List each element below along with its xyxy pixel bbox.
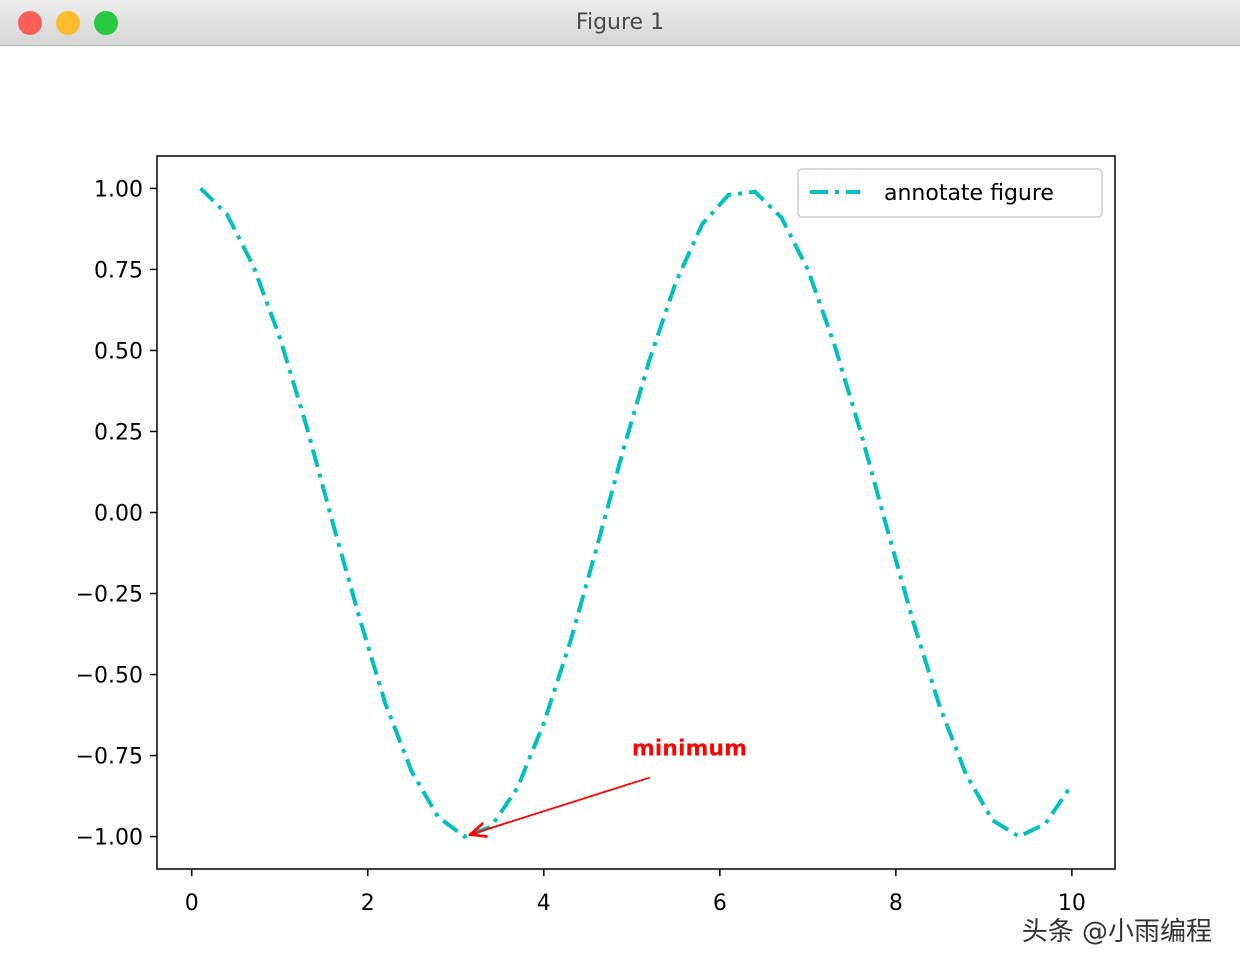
y-tick-label: −0.50 [76, 664, 143, 689]
watermark: 头条 @小雨编程 [1022, 917, 1212, 947]
zoom-button[interactable] [94, 11, 118, 35]
legend-box [797, 168, 1103, 218]
window-title: Figure 1 [575, 10, 665, 35]
x-tick-label: 0 [185, 891, 199, 916]
y-tick-label: 0.50 [94, 339, 143, 364]
line [199, 186, 1074, 839]
y-tick-label: −0.25 [76, 583, 143, 608]
y-tick-label: 0.00 [94, 502, 143, 527]
y-tick-label: 0.75 [94, 258, 143, 283]
annotation-text: minimum [632, 737, 747, 762]
x-tick-label: 10 [1058, 891, 1086, 916]
x-tick-label: 6 [713, 891, 727, 916]
y-tick-label: 1.00 [94, 177, 143, 202]
minimize-button[interactable] [56, 11, 80, 35]
legend-label: annotate figure [884, 181, 1054, 206]
close-button[interactable] [18, 11, 42, 35]
y-tick-label: −1.00 [76, 826, 143, 851]
y-tick-label: 0.25 [94, 420, 143, 445]
title-bar: Figure 1 [0, 0, 1240, 46]
x-tick-label: 2 [361, 891, 375, 916]
plot-frame [156, 155, 1116, 870]
x-tick-label: 8 [889, 891, 903, 916]
y-tick-label: −0.75 [76, 745, 143, 770]
annotation-arrow [470, 776, 651, 835]
x-tick-label: 4 [537, 891, 551, 916]
